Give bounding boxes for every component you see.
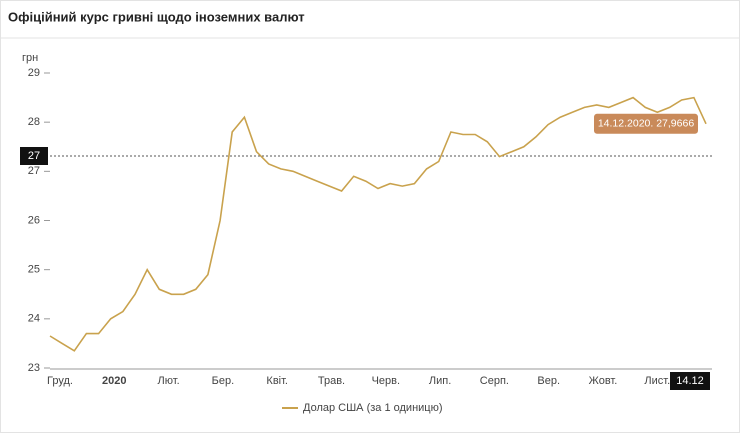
x-tick-label: Лип. bbox=[429, 375, 451, 387]
crosshair-x-label: 14.12 bbox=[676, 375, 704, 387]
x-tick-label: Черв. bbox=[372, 375, 400, 387]
tooltip-box bbox=[594, 113, 698, 134]
crosshair-y-box bbox=[20, 147, 48, 165]
tooltip: 14.12.2020. 27,9666 bbox=[598, 118, 695, 130]
crosshair-y-label: 27 bbox=[28, 150, 40, 162]
x-tick-label: Серп. bbox=[480, 375, 509, 387]
x-tick-label: Трав. bbox=[318, 375, 345, 387]
legend-label: Долар США (за 1 одиницю) bbox=[303, 402, 443, 414]
x-tick-label: Лист. bbox=[644, 375, 670, 387]
y-tick-label: 24 bbox=[28, 313, 40, 325]
x-tick-label: Вер. bbox=[537, 375, 560, 387]
y-tick-label: 27 bbox=[28, 165, 40, 177]
x-tick-label: 2020 bbox=[102, 375, 126, 387]
y-tick-label: 23 bbox=[28, 362, 40, 374]
y-tick-label: 29 bbox=[28, 67, 40, 79]
x-tick-label: Бер. bbox=[212, 375, 235, 387]
x-tick-label: Груд. bbox=[47, 375, 73, 387]
crosshair-x-box bbox=[670, 372, 710, 390]
y-tick-label: 25 bbox=[28, 264, 40, 276]
y-axis-label: грн bbox=[22, 52, 38, 64]
x-tick-label: Квіт. bbox=[266, 375, 288, 387]
chart-title: Офіційний курс гривні щодо іноземних вал… bbox=[8, 9, 305, 24]
x-tick-label: Жовт. bbox=[589, 375, 618, 387]
y-tick-label: 28 bbox=[28, 116, 40, 128]
line bbox=[49, 96, 707, 352]
y-tick-label: 26 bbox=[28, 214, 40, 226]
x-tick-label: Лют. bbox=[158, 375, 180, 387]
